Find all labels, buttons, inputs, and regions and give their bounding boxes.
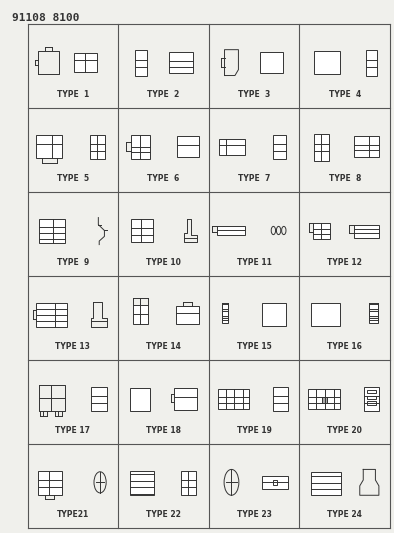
Bar (181, 471, 196, 495)
Bar (39, 219, 65, 244)
Bar (91, 135, 105, 159)
Text: TYPE  6: TYPE 6 (147, 174, 180, 183)
Text: 91108 8100: 91108 8100 (12, 13, 79, 23)
Bar (273, 135, 286, 159)
Bar (222, 304, 228, 309)
Text: TYPE 18: TYPE 18 (146, 426, 181, 435)
Text: TYPE 11: TYPE 11 (237, 259, 271, 268)
Text: TYPE  9: TYPE 9 (57, 259, 89, 268)
Text: TYPE 16: TYPE 16 (327, 342, 362, 351)
Bar (322, 397, 327, 403)
Bar (131, 135, 150, 159)
Bar (309, 389, 340, 409)
Bar (133, 305, 148, 324)
Text: TYPE 20: TYPE 20 (327, 426, 362, 435)
Bar (169, 52, 193, 73)
Bar (222, 311, 228, 316)
Bar (36, 135, 62, 158)
Bar (130, 471, 154, 495)
Bar (174, 388, 197, 410)
Text: TYPE 22: TYPE 22 (146, 510, 181, 519)
Bar (130, 388, 150, 411)
Text: TYPE 17: TYPE 17 (56, 426, 90, 435)
Bar (262, 477, 288, 489)
Bar (354, 136, 379, 157)
Bar (262, 303, 286, 326)
Bar (135, 50, 147, 76)
Text: TYPE 12: TYPE 12 (327, 259, 362, 268)
Bar (311, 472, 340, 495)
Bar (312, 223, 330, 239)
Bar (368, 318, 378, 322)
Bar (176, 306, 199, 324)
Bar (273, 480, 277, 485)
Text: TYPE 14: TYPE 14 (146, 342, 181, 351)
Text: TYPE 24: TYPE 24 (327, 510, 362, 519)
Bar (222, 318, 228, 322)
Bar (38, 471, 61, 495)
Bar (354, 224, 379, 238)
Bar (217, 226, 245, 235)
Bar (366, 50, 377, 76)
Text: TYPE  4: TYPE 4 (329, 91, 361, 99)
Bar (367, 401, 376, 405)
Bar (314, 51, 340, 75)
Text: TYPE 23: TYPE 23 (237, 510, 271, 519)
Bar (37, 303, 67, 327)
Text: TYPE  1: TYPE 1 (57, 91, 89, 99)
Bar (260, 52, 282, 73)
Text: TYPE 10: TYPE 10 (146, 259, 181, 268)
Bar (368, 304, 378, 309)
Bar (177, 136, 199, 157)
Text: TYPE  2: TYPE 2 (147, 91, 180, 99)
Text: TYPE  7: TYPE 7 (238, 174, 270, 183)
Bar (91, 386, 107, 411)
Bar (314, 134, 329, 160)
Text: TYPE  3: TYPE 3 (238, 91, 270, 99)
Bar (273, 386, 288, 411)
Bar (367, 390, 376, 393)
Text: TYPE 15: TYPE 15 (237, 342, 271, 351)
Text: TYPE  8: TYPE 8 (329, 174, 361, 183)
Bar (367, 395, 376, 399)
Bar (368, 311, 378, 316)
Bar (130, 219, 153, 243)
Bar (74, 53, 97, 72)
Bar (364, 386, 379, 411)
Text: TYPE 13: TYPE 13 (56, 342, 90, 351)
Bar (218, 389, 249, 409)
Bar (311, 303, 340, 326)
Text: TYPE  5: TYPE 5 (57, 174, 89, 183)
Text: TYPE21: TYPE21 (57, 510, 89, 519)
Bar (219, 140, 245, 155)
Text: TYPE 19: TYPE 19 (237, 426, 271, 435)
